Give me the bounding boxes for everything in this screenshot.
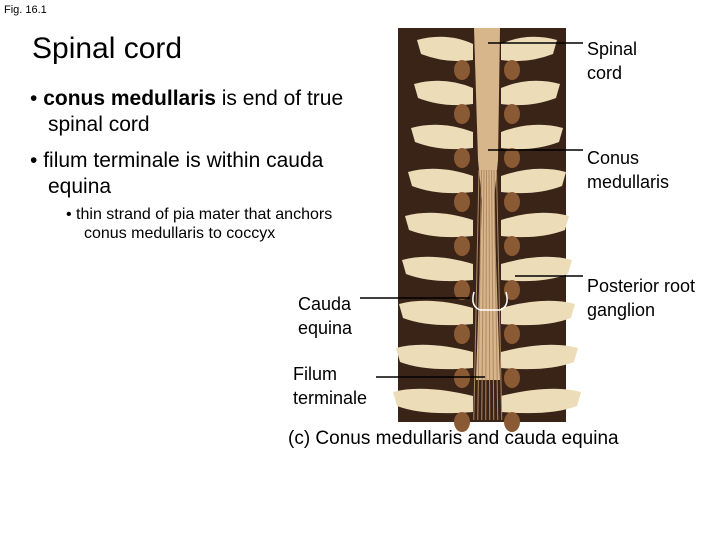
- strand: [488, 169, 491, 421]
- strand: [491, 169, 495, 421]
- ganglion: [504, 236, 520, 256]
- ganglion: [454, 104, 470, 124]
- ganglion: [504, 60, 520, 80]
- vertebra: [501, 168, 566, 194]
- label: Conus medullaris: [587, 148, 670, 192]
- vertebra: [501, 300, 575, 326]
- caption: (c) Conus medullaris and cauda equina: [288, 428, 619, 449]
- ganglion: [454, 60, 470, 80]
- strand: [473, 169, 480, 421]
- bullet: • conus medullaris is end of true spinal…: [30, 87, 344, 136]
- label: Posterior root ganglion: [587, 276, 696, 320]
- ganglion: [504, 412, 520, 432]
- vertebra: [405, 212, 473, 238]
- vertebra: [393, 388, 473, 414]
- ganglion: [454, 280, 470, 300]
- vertebra: [501, 212, 569, 238]
- vertebra: [402, 256, 473, 282]
- vertebra: [408, 168, 473, 194]
- label: Cauda equina: [298, 294, 353, 338]
- vertebra: [501, 388, 581, 414]
- cauda-strands: [473, 169, 503, 421]
- strand: [481, 169, 485, 421]
- vertebra: [501, 344, 578, 370]
- vertebra: [414, 80, 473, 106]
- label: Filum terminale: [293, 364, 368, 408]
- vertebra: [501, 80, 560, 106]
- ganglion: [454, 368, 470, 388]
- sub-bullet: • thin strand of pia mater that anchors …: [66, 206, 333, 242]
- sub-bullet-text: thin strand of pia mater that anchors co…: [76, 206, 333, 242]
- ganglion: [504, 280, 520, 300]
- slide-title: Spinal cord: [32, 32, 183, 65]
- leader-lines: [360, 42, 583, 378]
- bullet-term: conus medullaris: [43, 87, 216, 110]
- ganglion: [454, 192, 470, 212]
- vertebra: [501, 124, 563, 150]
- ganglion: [454, 148, 470, 168]
- ganglion: [504, 368, 520, 388]
- ganglion: [454, 236, 470, 256]
- strand: [477, 169, 482, 421]
- ganglion: [454, 324, 470, 344]
- label: Spinal cord: [587, 39, 638, 83]
- vertebra: [411, 124, 473, 150]
- bullet: • filum terminale is within cauda equina: [30, 149, 324, 198]
- vertebra: [399, 300, 473, 326]
- spinal-cord-image: [474, 28, 500, 380]
- vertebra: [396, 344, 473, 370]
- vertebra: [501, 256, 572, 282]
- strand: [493, 169, 499, 421]
- bullet-text: filum terminale is within cauda equina: [43, 149, 324, 198]
- strand: [485, 169, 487, 421]
- ganglion: [504, 192, 520, 212]
- ganglion: [454, 412, 470, 432]
- ganglion: [504, 148, 520, 168]
- vertebra: [417, 36, 473, 62]
- bullet-text: is end of true spinal cord: [48, 87, 344, 136]
- strand: [496, 169, 503, 421]
- ganglion: [504, 324, 520, 344]
- figure-label: Fig. 16.1: [4, 4, 47, 16]
- ganglion: [504, 104, 520, 124]
